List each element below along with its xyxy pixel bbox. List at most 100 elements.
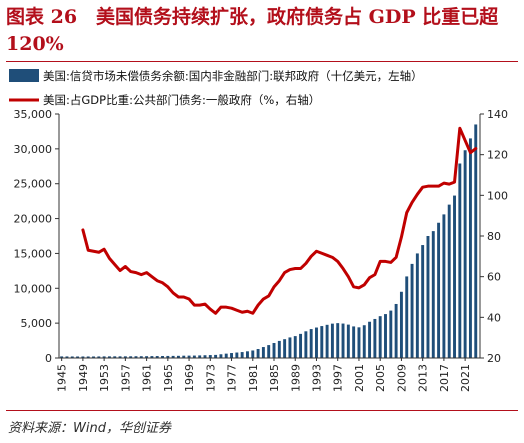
line-point-1954 — [108, 257, 111, 260]
bar-1974 — [214, 354, 218, 358]
legend: 美国:信贷市场未偿债务余额:国内非金融部门:联邦政府（十亿美元，左轴） 美国:占… — [9, 69, 423, 107]
bar-1956 — [118, 356, 122, 358]
bar-2007 — [389, 310, 393, 358]
y-left-tick-label: 0 — [45, 352, 52, 365]
bar-1964 — [161, 356, 164, 358]
bar-2010 — [405, 276, 409, 358]
bar-1982 — [256, 349, 260, 358]
line-point-2023 — [474, 147, 477, 150]
line-point-1970 — [193, 304, 196, 306]
line-point-1963 — [156, 279, 159, 282]
y-right-tick-label: 40 — [487, 311, 501, 324]
bar-1973 — [208, 355, 212, 358]
line-point-2012 — [416, 193, 419, 196]
x-tick-label: 1969 — [183, 364, 196, 392]
line-point-1985 — [273, 286, 275, 288]
bar-1945 — [60, 356, 64, 358]
line-point-1981 — [251, 312, 254, 315]
line-point-1949 — [82, 229, 84, 231]
bar-2003 — [368, 321, 372, 358]
bar-1962 — [150, 356, 154, 358]
bar-1948 — [76, 356, 80, 358]
line-point-1993 — [315, 250, 318, 253]
bar-1980 — [246, 351, 249, 358]
bar-series — [60, 124, 478, 359]
line-point-1986 — [278, 279, 281, 282]
line-point-1961 — [145, 271, 148, 274]
line-point-1999 — [347, 275, 350, 278]
y-left-tick-label: 20,000 — [14, 213, 53, 226]
line-point-1988 — [289, 268, 291, 271]
bar-1967 — [176, 355, 180, 358]
y-left-tick-label: 30,000 — [14, 143, 53, 156]
line-point-1951 — [92, 250, 95, 253]
bar-1984 — [267, 345, 271, 358]
x-tick-label: 1965 — [162, 364, 175, 392]
line-point-2003 — [368, 276, 371, 279]
line-point-2013 — [421, 186, 424, 188]
line-point-1994 — [320, 252, 323, 255]
bar-1987 — [283, 339, 287, 358]
bar-2012 — [415, 253, 419, 358]
bar-1998 — [341, 323, 345, 358]
bar-2011 — [410, 263, 414, 358]
x-tick-label: 2005 — [374, 364, 387, 392]
bar-1983 — [261, 347, 265, 358]
bar-1972 — [203, 355, 207, 358]
line-point-1996 — [331, 256, 334, 259]
line-point-2005 — [379, 260, 381, 263]
line-point-1992 — [310, 255, 312, 258]
bar-2004 — [373, 318, 377, 358]
x-tick-label: 1949 — [77, 364, 90, 392]
y-right-tick-label: 20 — [487, 352, 501, 365]
bar-1968 — [182, 355, 186, 358]
x-tick-label: 1977 — [226, 364, 239, 392]
bar-1977 — [230, 353, 233, 358]
x-tick-label: 1989 — [289, 364, 302, 392]
line-point-1980 — [246, 310, 249, 313]
bar-1971 — [198, 355, 202, 358]
bar-1990 — [299, 333, 303, 358]
x-tick-label: 1945 — [56, 364, 69, 392]
line-point-1978 — [236, 309, 238, 312]
x-tick-label: 1973 — [204, 364, 217, 392]
line-point-1987 — [283, 271, 286, 274]
source-divider — [6, 410, 518, 411]
axes: 0 5,000 10,000 15,000 20,000 25,000 30,000 35,0… — [14, 108, 509, 392]
x-tick-label: 1997 — [332, 364, 345, 392]
line-point-2002 — [363, 284, 366, 286]
x-tick-label: 1981 — [247, 364, 260, 392]
bar-1957 — [123, 356, 127, 358]
bar-1975 — [219, 354, 223, 358]
bar-2015 — [431, 231, 435, 358]
bar-2005 — [378, 316, 382, 358]
x-tick-label: 2013 — [417, 364, 430, 392]
bar-2006 — [384, 314, 387, 358]
title-divider — [6, 61, 518, 62]
bar-2013 — [421, 245, 425, 358]
line-point-2016 — [437, 185, 440, 187]
line-point-1965 — [167, 286, 169, 288]
bar-1949 — [81, 356, 85, 358]
y-left-tick-label: 15,000 — [14, 247, 53, 260]
line-point-1977 — [230, 307, 233, 309]
line-point-1982 — [257, 304, 259, 306]
line-point-1995 — [326, 254, 328, 257]
line-point-2007 — [390, 261, 392, 264]
line-point-2018 — [448, 183, 451, 185]
bar-1993 — [315, 327, 318, 358]
bar-2018 — [447, 204, 451, 358]
bar-1947 — [70, 356, 74, 358]
line-point-1969 — [188, 298, 190, 300]
bar-2020 — [458, 163, 462, 358]
x-tick-label: 1953 — [98, 364, 111, 392]
line-point-1973 — [209, 308, 212, 311]
bar-1959 — [134, 356, 138, 358]
line-point-1964 — [161, 281, 164, 284]
y-right-tick-label: 60 — [487, 271, 501, 284]
bar-1995 — [325, 324, 329, 358]
line-point-1998 — [342, 267, 344, 270]
bar-1985 — [272, 343, 276, 358]
line-point-1958 — [129, 270, 132, 273]
